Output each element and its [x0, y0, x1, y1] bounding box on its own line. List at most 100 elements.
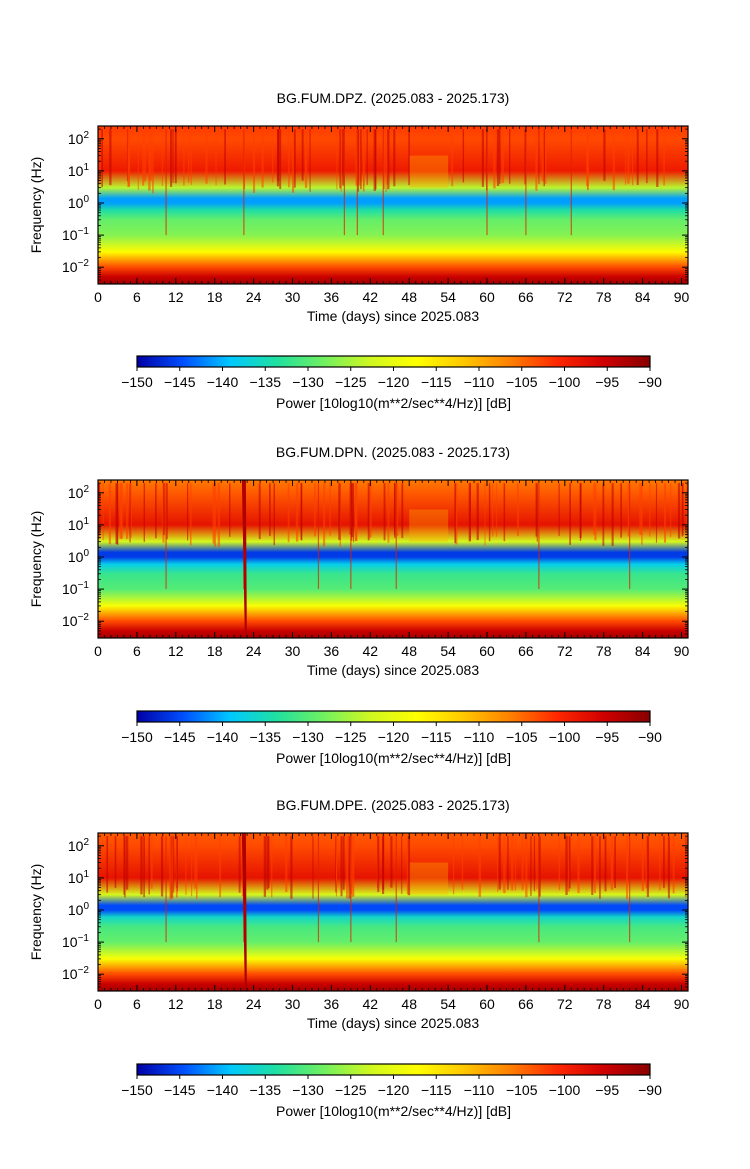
colorbar-tick-label: −115 — [421, 374, 452, 390]
x-tick-label: 6 — [133, 289, 141, 305]
x-tick-label: 12 — [168, 643, 184, 659]
colorbar-tick-label: −105 — [506, 729, 538, 745]
x-tick-label: 30 — [285, 289, 301, 305]
y-tick-exponent: −2 — [78, 258, 90, 269]
x-tick-label: 0 — [94, 996, 102, 1012]
x-tick-label: 84 — [635, 643, 651, 659]
y-tick-base: 10 — [68, 517, 84, 533]
y-tick-label: 100 — [68, 901, 90, 918]
colorbar-tick-label: −150 — [121, 1082, 153, 1098]
y-tick-exponent: 2 — [83, 484, 89, 495]
colorbar-tick-label: −120 — [378, 374, 410, 390]
colorbar-tick-label: −105 — [506, 374, 538, 390]
x-tick-label: 36 — [324, 289, 340, 305]
x-tick-label: 48 — [401, 289, 417, 305]
colorbar-tick-label: −125 — [335, 374, 367, 390]
colorbar-tick-label: −100 — [549, 729, 581, 745]
colorbar-label: Power [10log10(m**2/sec**4/Hz)] [dB] — [276, 750, 511, 766]
x-tick-label: 78 — [596, 289, 612, 305]
y-tick-label: 10−2 — [62, 258, 89, 275]
y-tick-label: 100 — [68, 548, 90, 565]
y-tick-base: 10 — [68, 902, 84, 918]
x-tick-label: 6 — [133, 643, 141, 659]
colorbar-tick-label: −135 — [249, 374, 281, 390]
y-tick-label: 100 — [68, 194, 90, 211]
colorbar-tick-label: −95 — [595, 374, 619, 390]
x-tick-label: 18 — [207, 996, 223, 1012]
colorbar-tick-label: −90 — [638, 374, 662, 390]
data-gap-band — [409, 509, 449, 542]
x-tick-label: 0 — [94, 289, 102, 305]
colorbar-tick-label: −115 — [421, 1082, 452, 1098]
x-tick-label: 42 — [363, 643, 379, 659]
colorbar-tick-label: −145 — [164, 374, 196, 390]
y-tick-base: 10 — [62, 227, 78, 243]
colorbar: −150 −145 −140 −135 −130 −125 −120 −115 −110 −105… — [121, 355, 662, 411]
colorbar-tick-label: −100 — [549, 374, 581, 390]
colorbar-tick-label: −145 — [164, 1082, 196, 1098]
colorbar-tick-label: −140 — [207, 1082, 239, 1098]
y-tick-base: 10 — [68, 485, 84, 501]
y-tick-label: 101 — [68, 516, 90, 533]
y-tick-exponent: 1 — [83, 516, 89, 527]
x-tick-label: 24 — [246, 996, 262, 1012]
x-tick-label: 60 — [479, 643, 495, 659]
strong-event-streak — [241, 833, 247, 991]
x-tick-label: 78 — [596, 996, 612, 1012]
colorbar-tick-label: −95 — [595, 1082, 619, 1098]
colorbar-tick-label: −120 — [378, 1082, 410, 1098]
colorbar-tick-label: −150 — [121, 374, 153, 390]
panel-title: BG.FUM.DPE. (2025.083 - 2025.173) — [276, 797, 509, 813]
plot-frame — [97, 832, 689, 992]
x-tick-label: 66 — [518, 643, 534, 659]
colorbar-tick-label: −130 — [292, 729, 324, 745]
y-tick-base: 10 — [68, 870, 84, 886]
y-tick-exponent: 0 — [83, 548, 89, 559]
colorbar-tick-label: −125 — [335, 1082, 367, 1098]
colorbar-tick-label: −150 — [121, 729, 153, 745]
x-tick-label: 36 — [324, 996, 340, 1012]
y-tick-base: 10 — [68, 163, 84, 179]
colorbar-label: Power [10log10(m**2/sec**4/Hz)] [dB] — [276, 395, 511, 411]
colorbar: −150 −145 −140 −135 −130 −125 −120 −115 −110 −105… — [121, 710, 662, 766]
y-tick-label: 10−1 — [62, 933, 89, 950]
y-tick-exponent: 0 — [83, 194, 89, 205]
x-tick-label: 0 — [94, 643, 102, 659]
y-tick-exponent: −2 — [78, 612, 90, 623]
x-tick-label: 72 — [557, 996, 573, 1012]
x-tick-label: 78 — [596, 643, 612, 659]
x-tick-label: 60 — [479, 289, 495, 305]
x-tick-label: 72 — [557, 643, 573, 659]
y-tick-base: 10 — [62, 581, 78, 597]
y-tick-label: 102 — [68, 837, 90, 854]
y-tick-exponent: 1 — [83, 869, 89, 880]
colorbar-tick-label: −100 — [549, 1082, 581, 1098]
colorbar-tick-label: −110 — [464, 374, 495, 390]
y-tick-base: 10 — [62, 934, 78, 950]
colorbar-tick-label: −125 — [335, 729, 367, 745]
colorbar: −150 −145 −140 −135 −130 −125 −120 −115 −110 −105… — [121, 1063, 662, 1119]
y-tick-exponent: 0 — [83, 901, 89, 912]
x-tick-label: 66 — [518, 289, 534, 305]
x-tick-label: 60 — [479, 996, 495, 1012]
x-tick-label: 18 — [207, 289, 223, 305]
y-tick-base: 10 — [68, 195, 84, 211]
colorbar-tick-label: −145 — [164, 729, 196, 745]
x-axis-label: Time (days) since 2025.083 — [307, 1015, 479, 1031]
colorbar-tick-label: −135 — [249, 1082, 281, 1098]
x-tick-label: 36 — [324, 643, 340, 659]
x-tick-label: 12 — [168, 289, 184, 305]
y-tick-base: 10 — [68, 838, 84, 854]
x-tick-label: 90 — [674, 996, 690, 1012]
colorbar-tick-label: −90 — [638, 729, 662, 745]
y-tick-label: 102 — [68, 130, 90, 147]
colorbar-tick-label: −140 — [207, 374, 239, 390]
spectrogram-panel-0: BG.FUM.DPZ. (2025.083 - 2025.173)0 6 12 18 2… — [28, 90, 690, 411]
plot-frame — [97, 125, 689, 285]
y-axis-label: Frequency (Hz) — [28, 864, 44, 960]
colorbar-tick-label: −115 — [421, 729, 452, 745]
y-tick-base: 10 — [68, 549, 84, 565]
x-tick-label: 12 — [168, 996, 184, 1012]
x-tick-label: 84 — [635, 289, 651, 305]
